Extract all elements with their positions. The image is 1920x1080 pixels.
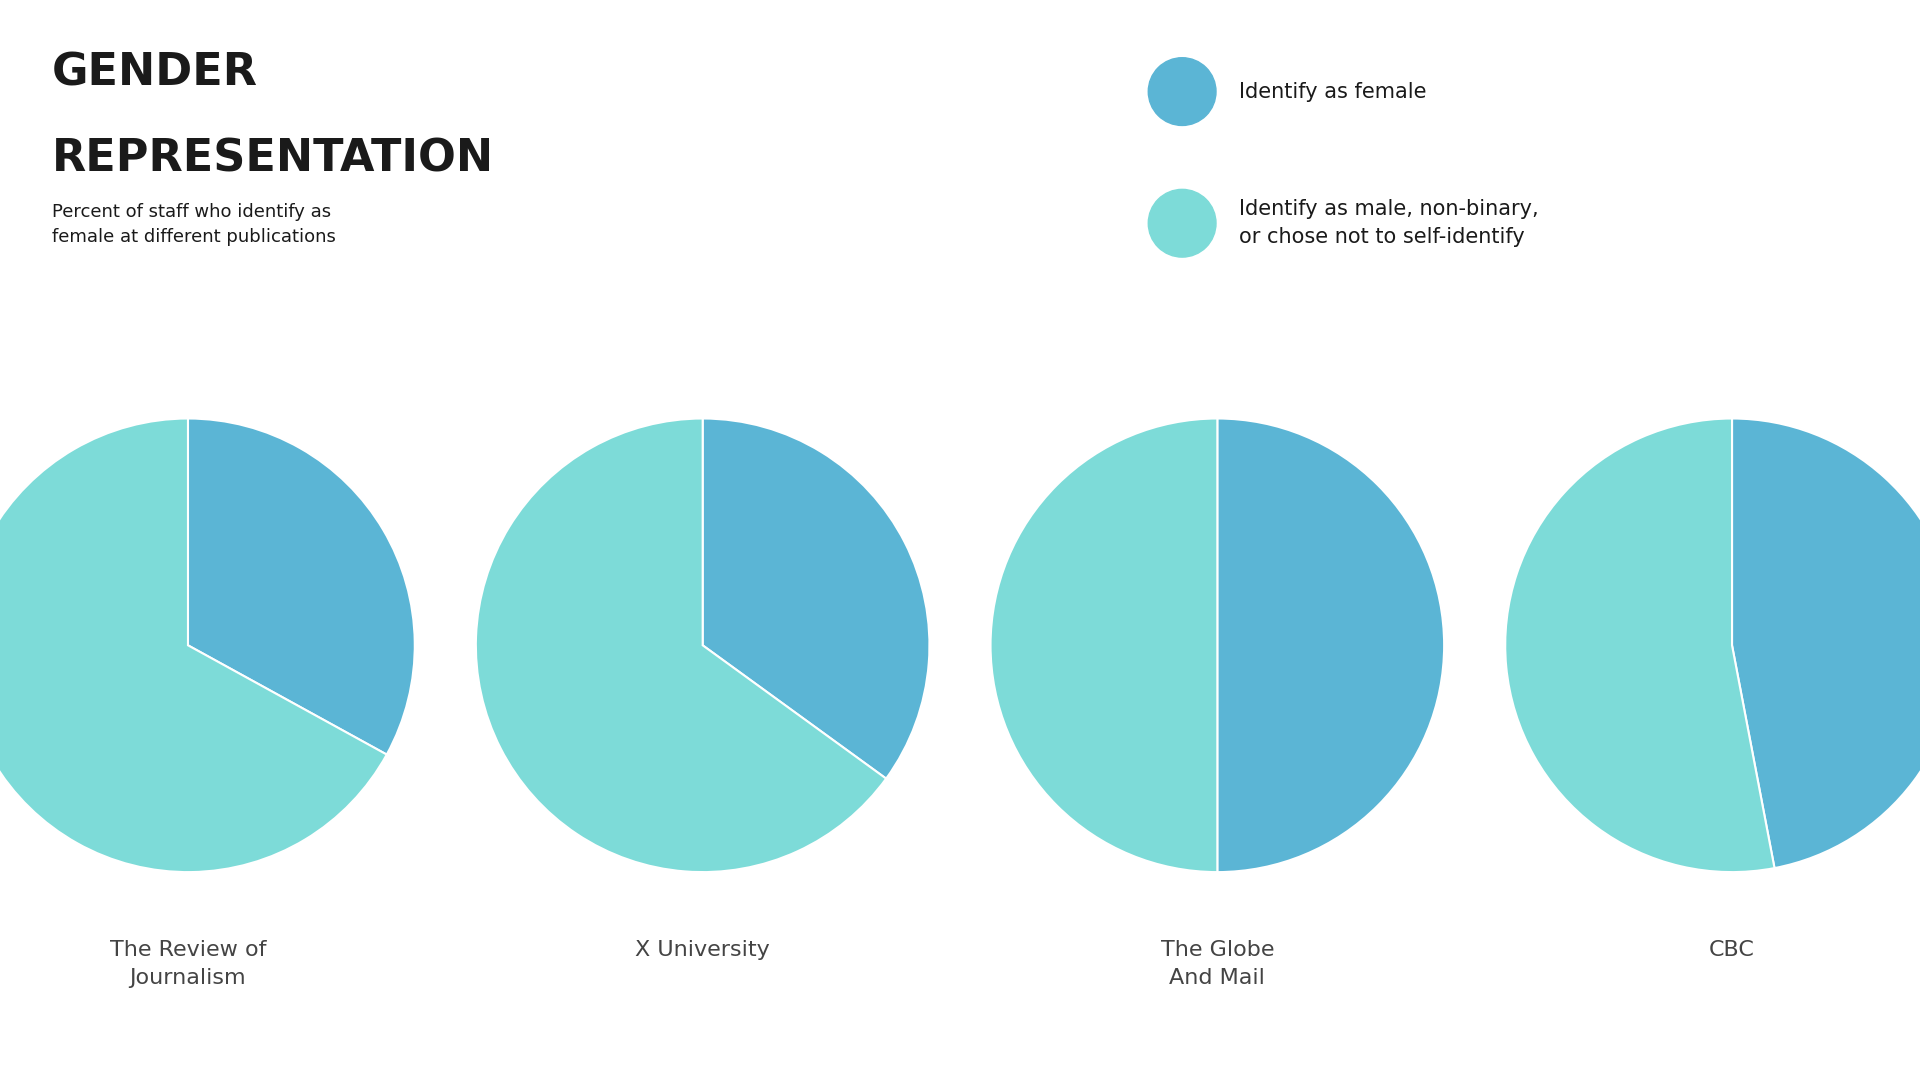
Text: Identify as female: Identify as female xyxy=(1238,82,1427,102)
Wedge shape xyxy=(188,418,415,755)
Text: Identify as male, non-binary,
or chose not to self-identify: Identify as male, non-binary, or chose n… xyxy=(1238,199,1538,247)
Text: REPRESENTATION: REPRESENTATION xyxy=(52,137,493,180)
Ellipse shape xyxy=(1148,189,1215,257)
Text: The Globe
And Mail: The Globe And Mail xyxy=(1160,940,1275,987)
Text: CBC: CBC xyxy=(1709,940,1755,960)
Wedge shape xyxy=(703,418,929,779)
Text: X University: X University xyxy=(636,940,770,960)
Wedge shape xyxy=(0,418,386,872)
Text: The Review of
Journalism: The Review of Journalism xyxy=(109,940,267,987)
Ellipse shape xyxy=(1148,57,1215,125)
Wedge shape xyxy=(476,418,887,872)
Wedge shape xyxy=(1505,418,1774,872)
Wedge shape xyxy=(1217,418,1444,873)
Text: GENDER: GENDER xyxy=(52,52,257,95)
Wedge shape xyxy=(1732,418,1920,868)
Text: Percent of staff who identify as
female at different publications: Percent of staff who identify as female … xyxy=(52,203,336,246)
Wedge shape xyxy=(991,418,1217,873)
